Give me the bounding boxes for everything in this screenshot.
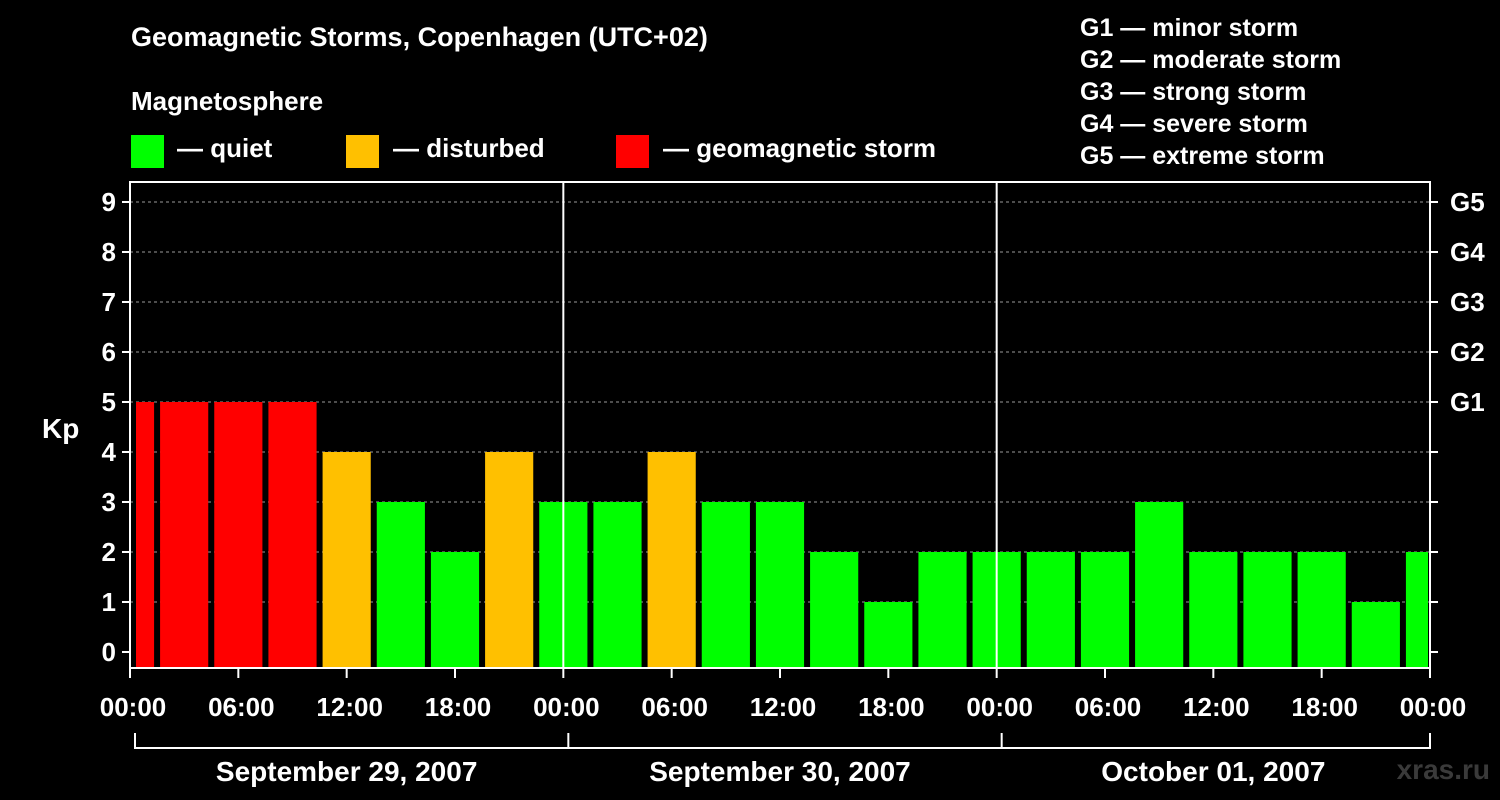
kp-bar	[1189, 552, 1238, 668]
kp-bar	[136, 402, 155, 668]
g-scale-label: G4	[1450, 237, 1485, 267]
x-tick-label: 18:00	[425, 692, 492, 722]
g-scale-label: G1	[1450, 387, 1485, 417]
day-label: September 30, 2007	[649, 756, 911, 787]
x-tick-label: 06:00	[641, 692, 708, 722]
kp-bar	[214, 402, 263, 668]
legend-storm-label: — geomagnetic storm	[663, 133, 937, 163]
watermark: xras.ru	[1396, 754, 1490, 785]
x-tick-label: 00:00	[100, 692, 167, 722]
legend-quiet-label: — quiet	[177, 133, 273, 163]
kp-bar	[864, 602, 913, 668]
kp-bar	[485, 452, 534, 668]
kp-bar	[1026, 552, 1075, 668]
kp-bar	[322, 452, 371, 668]
kp-bar	[376, 502, 425, 668]
x-tick-label: 12:00	[316, 692, 383, 722]
g-scale-label: G3	[1450, 287, 1485, 317]
x-tick-label: 18:00	[1291, 692, 1358, 722]
kp-bar	[1405, 552, 1428, 668]
kp-bar	[1243, 552, 1292, 668]
x-tick-label: 12:00	[750, 692, 817, 722]
g-scale-label: G5	[1450, 187, 1485, 217]
kp-bar	[701, 502, 750, 668]
chart-title: Geomagnetic Storms, Copenhagen (UTC+02)	[131, 22, 708, 52]
kp-bar	[1351, 602, 1400, 668]
magnetosphere-label: Magnetosphere	[131, 86, 324, 116]
y-tick-label: 7	[102, 287, 116, 317]
y-tick-label: 6	[102, 337, 116, 367]
x-tick-label: 18:00	[858, 692, 925, 722]
kp-bar	[160, 402, 209, 668]
legend-disturbed-label: — disturbed	[393, 133, 545, 163]
g-scale-label: G2	[1450, 337, 1485, 367]
storm-swatch	[616, 135, 649, 168]
quiet-swatch	[131, 135, 164, 168]
y-tick-label: 4	[102, 437, 117, 467]
kp-bar	[918, 552, 967, 668]
y-tick-label: 8	[102, 237, 116, 267]
kp-bar	[1080, 552, 1130, 668]
x-tick-label: 00:00	[1400, 692, 1467, 722]
day-label: October 01, 2007	[1101, 756, 1325, 787]
y-tick-label: 3	[102, 487, 116, 517]
y-tick-label: 9	[102, 187, 116, 217]
kp-bar	[268, 402, 317, 668]
x-tick-label: 00:00	[966, 692, 1033, 722]
y-tick-label: 2	[102, 537, 116, 567]
storm-scale-g5: G5 — extreme storm	[1080, 142, 1325, 170]
kp-bar	[1297, 552, 1346, 668]
disturbed-swatch	[346, 135, 379, 168]
x-tick-label: 12:00	[1183, 692, 1250, 722]
kp-bar	[810, 552, 859, 668]
kp-bar	[755, 502, 805, 668]
storm-scale-g3: G3 — strong storm	[1080, 78, 1307, 106]
kp-bar	[593, 502, 642, 668]
y-tick-label: 1	[102, 587, 116, 617]
x-tick-label: 06:00	[1075, 692, 1142, 722]
kp-bar	[647, 452, 696, 668]
storm-scale-g2: G2 — moderate storm	[1080, 46, 1342, 74]
y-axis-label: Kp	[42, 413, 79, 444]
storm-scale-g1: G1 — minor storm	[1080, 14, 1299, 42]
y-tick-label: 5	[102, 387, 116, 417]
x-tick-label: 06:00	[208, 692, 275, 722]
x-tick-label: 00:00	[533, 692, 600, 722]
day-label: September 29, 2007	[216, 756, 478, 787]
y-tick-label: 0	[102, 637, 116, 667]
kp-bar	[1135, 502, 1184, 668]
kp-bar	[430, 552, 480, 668]
storm-scale-g4: G4 — severe storm	[1080, 110, 1308, 138]
